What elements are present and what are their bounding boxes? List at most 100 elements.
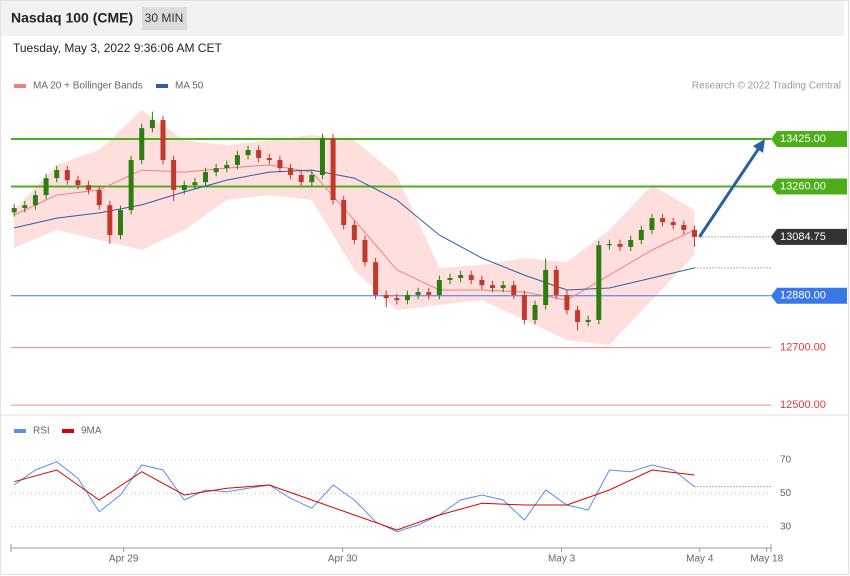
x-tick-label: May 4 xyxy=(686,554,714,565)
price-tag xyxy=(771,287,847,304)
y-tick-label: 70 xyxy=(780,455,792,466)
indicator-line xyxy=(14,469,695,531)
candle-body xyxy=(511,285,517,295)
timestamp: Tuesday, May 3, 2022 9:36:06 AM CET xyxy=(13,41,222,55)
legend-label: MA 20 + Bollinger Bands xyxy=(33,81,143,92)
candle-body xyxy=(117,210,123,236)
x-tick-label: May 3 xyxy=(548,554,576,565)
candle-body xyxy=(192,182,198,186)
price-tag xyxy=(771,178,847,195)
candle-body xyxy=(298,174,304,183)
moving-average xyxy=(14,169,695,291)
legend-label: 9MA xyxy=(81,426,102,437)
y-tick-label: 30 xyxy=(780,521,792,532)
header-bar xyxy=(1,1,844,36)
price-tag xyxy=(771,131,847,148)
candle-body xyxy=(532,304,538,320)
candle-body xyxy=(128,160,134,211)
x-tick-label: Apr 29 xyxy=(109,554,139,565)
candle-body xyxy=(649,218,655,230)
legend-swatch xyxy=(14,429,26,433)
candle-body xyxy=(606,244,612,246)
candle-body xyxy=(543,269,549,305)
credit: Research © 2022 Trading Central xyxy=(692,81,841,92)
candle-body xyxy=(309,174,315,183)
candle-body xyxy=(203,172,209,183)
candle-body xyxy=(447,277,453,280)
candle-body xyxy=(362,239,368,263)
legend-label: MA 50 xyxy=(175,81,204,92)
forecast-arrowhead xyxy=(752,139,765,153)
candle-body xyxy=(160,120,166,161)
candle-body xyxy=(404,294,410,301)
candle-body xyxy=(564,294,570,311)
legend-swatch xyxy=(62,429,74,433)
candle-body xyxy=(596,245,602,320)
candle-body xyxy=(415,292,421,295)
candle-body xyxy=(213,168,219,173)
forecast-arrow xyxy=(698,144,762,238)
candle-body xyxy=(351,225,357,240)
price-label: 13084.75 xyxy=(780,231,826,243)
candle-body xyxy=(394,298,400,301)
x-tick-label: May 18 xyxy=(750,554,783,565)
price-label: 12500.00 xyxy=(780,399,826,411)
candle-body xyxy=(500,285,506,289)
candle-body xyxy=(575,310,581,322)
candle-body xyxy=(181,185,187,190)
candle-body xyxy=(22,205,28,209)
candle-body xyxy=(288,168,294,175)
candle-body xyxy=(171,160,177,190)
x-tick-label: Apr 30 xyxy=(328,554,358,565)
candle-body xyxy=(383,294,389,299)
candle-body xyxy=(234,155,240,165)
instrument-title: Nasdaq 100 (CME) xyxy=(11,10,133,26)
candle-body xyxy=(468,275,474,280)
candle-body xyxy=(149,120,155,129)
candle-body xyxy=(245,149,251,156)
candle-body xyxy=(617,244,623,247)
candle-body xyxy=(426,292,432,295)
candle-body xyxy=(266,157,272,161)
price-tag xyxy=(771,228,847,245)
candle-body xyxy=(32,195,38,206)
candle-body xyxy=(139,128,145,161)
price-label: 12880.00 xyxy=(780,290,826,302)
candle-body xyxy=(553,269,559,295)
candle-body xyxy=(75,180,81,186)
candle-body xyxy=(277,160,283,169)
price-label: 13425.00 xyxy=(780,133,826,145)
candle-body xyxy=(585,319,591,322)
candle-body xyxy=(691,229,697,237)
candle-body xyxy=(11,208,17,213)
candle-body xyxy=(64,170,70,181)
candle-body xyxy=(256,149,262,158)
price-label: 12700.00 xyxy=(780,341,826,353)
y-tick-label: 50 xyxy=(780,488,792,499)
candle-body xyxy=(490,285,496,289)
candle-body xyxy=(224,164,230,169)
moving-average xyxy=(13,164,695,301)
candle-body xyxy=(670,222,676,226)
candle-body xyxy=(319,138,325,175)
indicator-line xyxy=(13,461,695,533)
candle-body xyxy=(521,294,527,320)
candle-body xyxy=(479,279,485,286)
candle-body xyxy=(660,218,666,223)
candle-body xyxy=(436,279,442,295)
interval[interactable]: 30 MIN xyxy=(145,11,184,25)
candle-body xyxy=(96,189,102,206)
legend-label: RSI xyxy=(33,426,50,437)
candle-body xyxy=(458,275,464,278)
candle-body xyxy=(341,199,347,226)
legend-swatch xyxy=(156,84,168,88)
candle-body xyxy=(54,170,60,179)
candle-body xyxy=(638,229,644,240)
candle-body xyxy=(373,262,379,295)
interval-box[interactable] xyxy=(142,7,187,30)
candle-body xyxy=(107,205,113,236)
candle-body xyxy=(681,225,687,230)
candle-body xyxy=(330,138,336,200)
